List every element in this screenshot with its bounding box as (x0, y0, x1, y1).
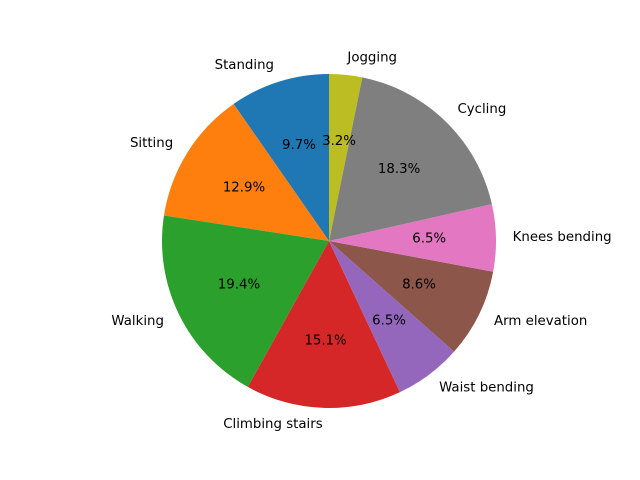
pie-slice-arm-elevation (329, 241, 494, 352)
pct-label: 6.5% (412, 232, 446, 247)
pct-label: 19.4% (218, 278, 260, 293)
pie-slice-jogging (329, 74, 363, 241)
pct-label: 6.5% (372, 314, 406, 329)
pct-label: 3.2% (322, 134, 356, 149)
pie-slice-cycling (329, 77, 492, 242)
pct-label: 8.6% (402, 278, 436, 293)
pie-slice-standing (233, 74, 329, 241)
pct-label: 15.1% (304, 334, 346, 349)
category-label: Sitting (130, 136, 173, 151)
pct-label: 18.3% (378, 162, 420, 177)
category-label: Knees bending (513, 230, 612, 245)
pie-slice-walking (162, 215, 329, 387)
category-label: Standing (215, 58, 274, 73)
pie-slice-sitting (163, 103, 329, 241)
category-label: Waist bending (439, 381, 534, 396)
category-label: Climbing stairs (223, 417, 323, 432)
pie-slice-knees-bending (329, 204, 496, 272)
pct-label: 12.9% (223, 180, 265, 195)
labels-layer: 9.7% Standing 12.9% Sitting 19.4% Walking 15.1… (111, 51, 611, 432)
pie-slice-waist-bending (329, 241, 455, 393)
category-label: Jogging (346, 51, 397, 66)
category-label: Walking (111, 314, 164, 329)
slices-layer (162, 74, 496, 408)
category-label: Cycling (457, 102, 506, 117)
pie-slice-climbing-stairs (247, 241, 400, 408)
category-label: Arm elevation (494, 314, 587, 329)
pct-label: 9.7% (282, 138, 316, 153)
